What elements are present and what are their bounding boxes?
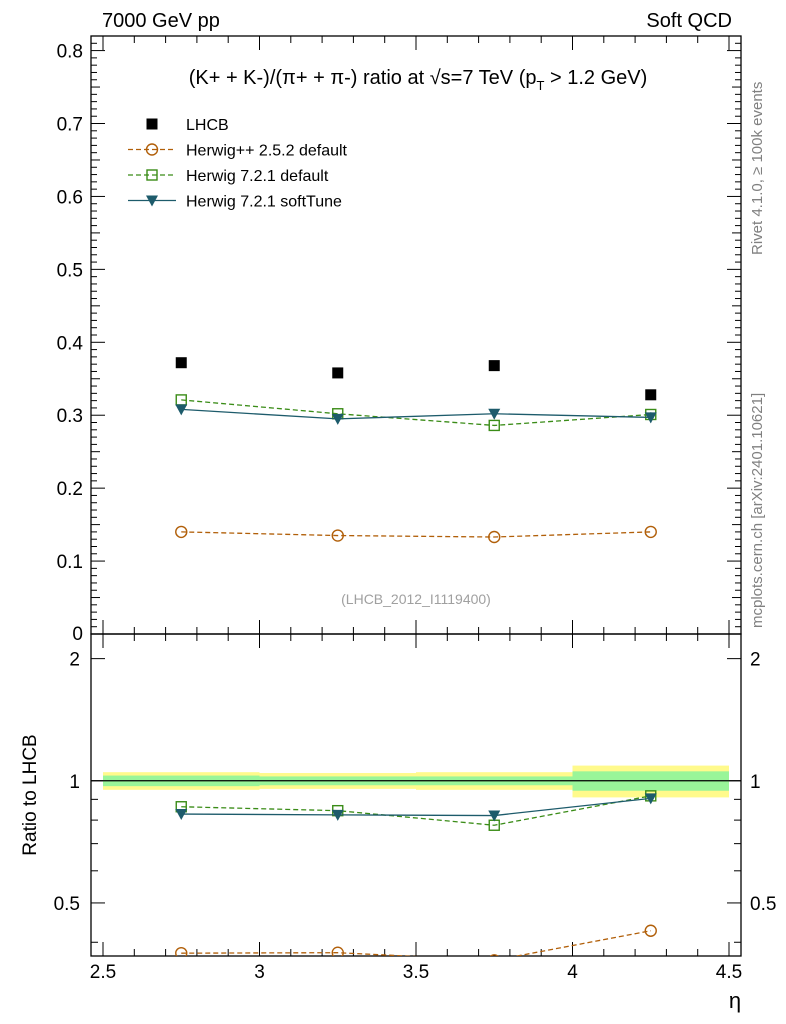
legend-label-herwig-7-2-1-softtune: Herwig 7.2.1 softTune xyxy=(186,194,342,211)
ratio-y-axis-label: Ratio to LHCB xyxy=(20,734,41,855)
data-point-herwig-2-5-2-default xyxy=(331,529,344,542)
y-tick-label-main: 0.7 xyxy=(57,115,83,136)
data-point-herwig-2-5-2-default xyxy=(488,530,501,544)
data-point-herwig-2-5-2-default xyxy=(644,525,657,539)
data-point-lhcb xyxy=(488,360,500,372)
ratio-point-herwig-2-5-2-default xyxy=(489,954,499,956)
legend-marker-herwig-2-5-2-default xyxy=(145,143,159,156)
series-line-ratio-herwig-7-2-1-softtune xyxy=(181,797,651,817)
y-tick-label-main-zero: 0 xyxy=(72,624,83,645)
data-point-herwig-2-5-2-default xyxy=(175,525,188,539)
series-line-main-herwig-7-2-1-default xyxy=(181,399,651,427)
legend-marker-herwig-7-2-1-default xyxy=(146,169,158,181)
series-line-ratio-herwig-2-5-2-default xyxy=(181,930,651,956)
x-axis-label: η xyxy=(729,988,741,1013)
y-tick-label-ratio-left: 2 xyxy=(69,650,80,671)
y-tick-label-main: 0.2 xyxy=(57,479,83,500)
y-tick-label-ratio-left: 0.5 xyxy=(54,894,80,915)
ratio-point-herwig-2-5-2-default xyxy=(175,946,188,956)
ratio-point-herwig-7-2-1-softtune xyxy=(488,810,501,822)
legend-marker-herwig-7-2-1-softtune xyxy=(146,195,158,207)
x-tick-label: 4.5 xyxy=(716,962,742,983)
legend-label-herwig-7-2-1-default: Herwig 7.2.1 default xyxy=(186,168,329,185)
x-tick-label: 3.5 xyxy=(403,962,429,983)
y-tick-label-main: 0.8 xyxy=(57,42,83,63)
y-tick-label-main: 0.1 xyxy=(57,552,83,573)
data-point-lhcb xyxy=(175,357,187,369)
data-point-lhcb xyxy=(332,367,344,379)
data-point-herwig-7-2-1-softtune xyxy=(488,408,501,420)
x-tick-label: 3 xyxy=(254,962,265,983)
series-line-ratio-herwig-7-2-1-default xyxy=(181,795,651,826)
ratio-point-herwig-2-5-2-default xyxy=(331,946,344,956)
y-tick-label-ratio-left: 1 xyxy=(69,772,80,793)
data-point-herwig-7-2-1-softtune xyxy=(175,404,188,416)
reference-label: (LHCB_2012_I1119400) xyxy=(341,591,491,607)
x-tick-label: 4 xyxy=(567,962,578,983)
main-series-group xyxy=(175,357,657,544)
y-tick-label-main: 0.5 xyxy=(57,260,83,281)
y-tick-label-ratio-right: 0.5 xyxy=(750,894,776,915)
mcplots-source-label: mcplots.cern.ch [arXiv:2401.10621] xyxy=(749,393,766,628)
data-point-herwig-7-2-1-default xyxy=(488,419,500,432)
axis-ticks: 2.5 3 3.5 4 4.5 0.1 0.2 0.3 0.4 0.5 0.6 0.7 0.8 0 0.5 0… xyxy=(54,35,776,983)
legend-label-lhcb: LHCB xyxy=(186,117,229,134)
chart-title-subscript: T xyxy=(536,78,544,93)
chart-title-main: (K+ + K-)/(π+ + π-) ratio at √s=7 TeV (p xyxy=(189,67,537,89)
y-tick-label-main: 0.3 xyxy=(57,406,83,427)
x-tick-label: 2.5 xyxy=(90,962,116,983)
y-tick-label-ratio-right: 1 xyxy=(750,772,761,793)
legend: LHCB Herwig++ 2.5.2 default Herwig 7.2.1 d… xyxy=(128,117,348,211)
ratio-point-herwig-7-2-1-softtune xyxy=(175,809,188,821)
data-point-herwig-7-2-1-softtune xyxy=(331,413,344,425)
ratio-point-herwig-7-2-1-softtune xyxy=(331,809,344,821)
chart-title: (K+ + K-)/(π+ + π-) ratio at √s=7 TeV (p… xyxy=(189,67,648,93)
series-line-main-herwig-7-2-1-softtune xyxy=(181,408,651,420)
y-tick-label-main: 0.4 xyxy=(57,333,84,354)
ratio-point-herwig-2-5-2-default xyxy=(644,924,657,937)
y-tick-label-main: 0.6 xyxy=(57,187,83,208)
chart-marks xyxy=(91,357,741,956)
ratio-series-group xyxy=(175,790,657,956)
series-line-main-herwig-2-5-2-default xyxy=(181,531,651,538)
header-energy-label: 7000 GeV pp xyxy=(102,10,220,32)
header-category-label: Soft QCD xyxy=(646,10,732,32)
y-tick-label-ratio-right: 2 xyxy=(750,650,761,671)
ratio-point-herwig-7-2-1-softtune xyxy=(644,793,657,805)
rivet-version-label: Rivet 4.1.0, ≥ 100k events xyxy=(749,82,766,255)
legend-marker-lhcb xyxy=(146,118,158,130)
data-point-lhcb xyxy=(645,389,657,401)
data-point-herwig-7-2-1-softtune xyxy=(644,412,657,424)
chart-title-tail: > 1.2 GeV) xyxy=(544,67,647,89)
legend-label-herwig-2-5-2-default: Herwig++ 2.5.2 default xyxy=(186,143,348,160)
